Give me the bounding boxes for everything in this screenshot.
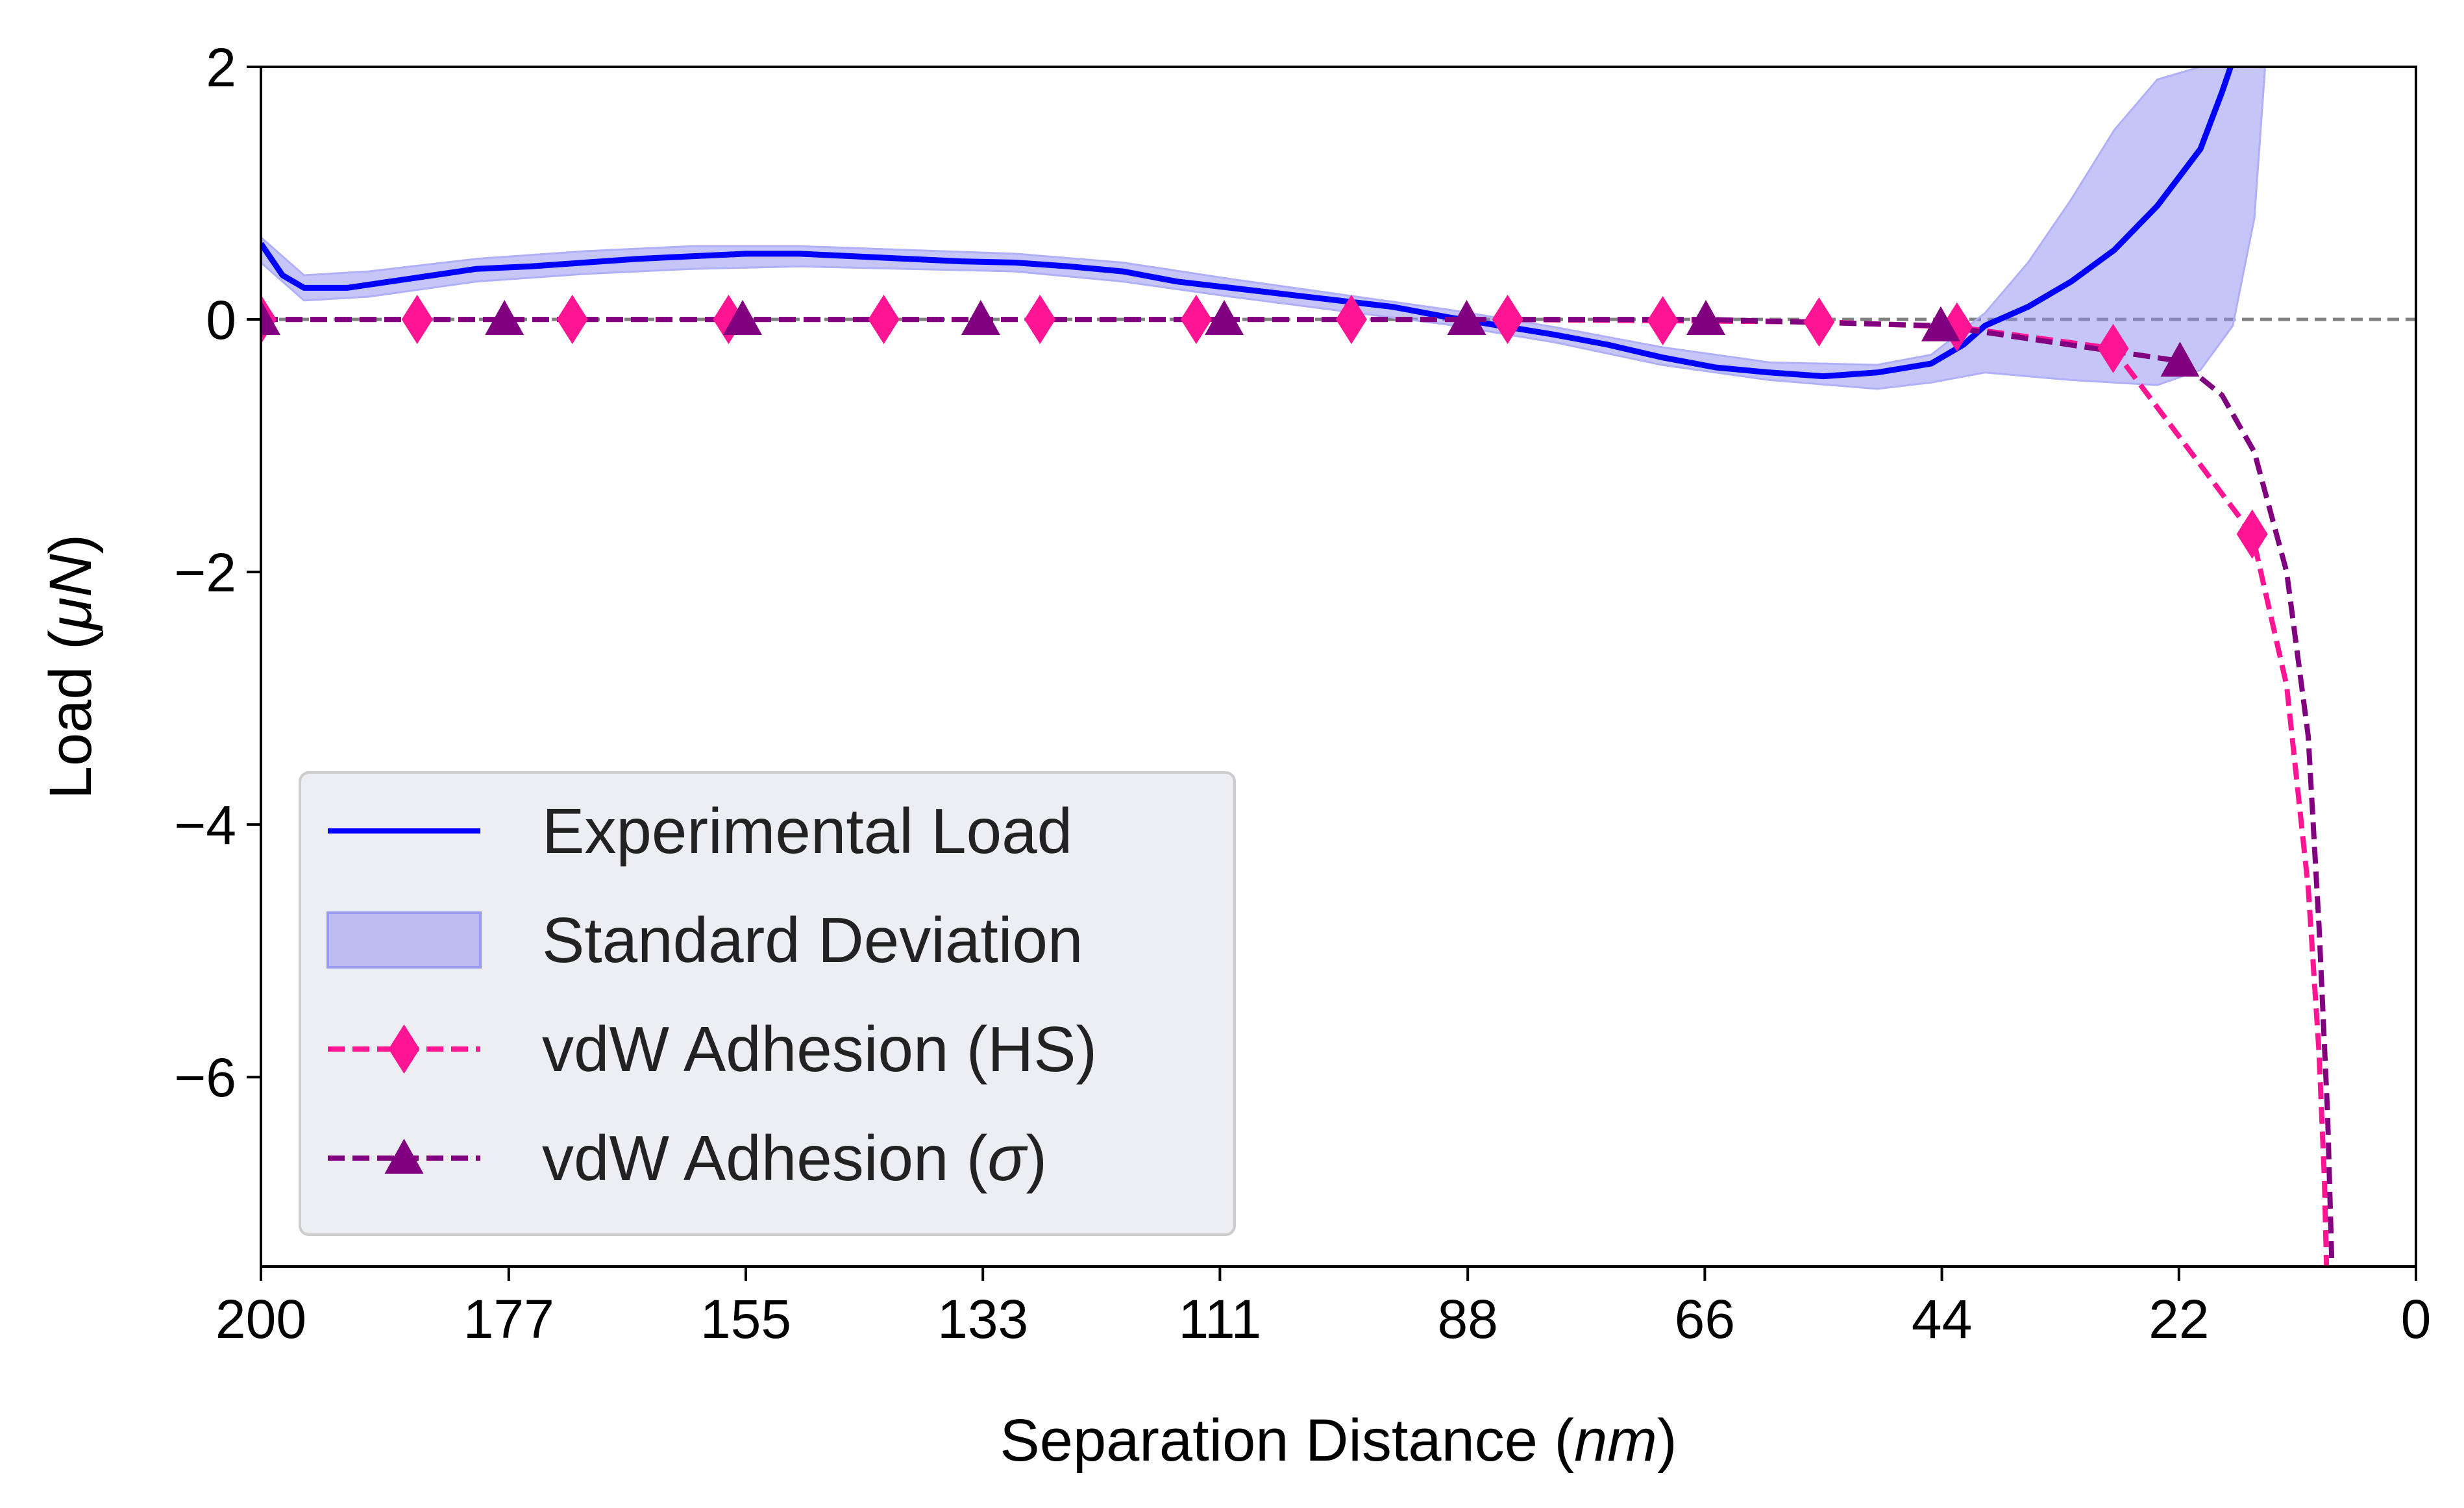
y-tick-label: −4 — [174, 795, 236, 856]
vdw-hs-marker — [1180, 295, 1212, 345]
legend-diamond-marker — [388, 1024, 420, 1074]
x-tick-label: 155 — [700, 1289, 791, 1350]
vdw-sigma-line — [261, 317, 2335, 1267]
legend-swatch-standard-deviation — [326, 911, 482, 969]
y-tick-label: 0 — [206, 290, 236, 351]
vdw-sigma-marker — [1205, 300, 1244, 336]
vdw-sigma-marker — [261, 300, 280, 336]
vdw-hs-marker — [1647, 295, 1679, 345]
vdw-hs-line — [261, 317, 2330, 1267]
y-tick-label: −6 — [174, 1047, 236, 1108]
legend-label-vdw-hs: vdW Adhesion (HS) — [542, 1013, 1097, 1085]
legend-label-standard-deviation: Standard Deviation — [542, 904, 1083, 976]
y-tick-label: −2 — [174, 542, 236, 603]
vdw-hs-marker — [2097, 323, 2129, 373]
x-axis-label: Separation Distance (nm) — [1000, 1407, 1677, 1474]
x-tick-label: 200 — [216, 1289, 306, 1350]
vdw-sigma-marker — [1447, 300, 1486, 336]
x-tick-label: 177 — [463, 1289, 554, 1350]
plot-frame — [260, 66, 2417, 1268]
vdw-sigma-marker — [1686, 300, 1726, 336]
x-tick-label: 22 — [2149, 1289, 2209, 1350]
legend-swatches — [326, 828, 482, 1174]
x-tick-label: 0 — [2401, 1289, 2432, 1350]
vdw-sigma-marker — [961, 300, 1000, 336]
legend-triangle-marker — [384, 1139, 424, 1174]
x-tick-label: 133 — [937, 1289, 1028, 1350]
legend-label-vdw-sigma: vdW Adhesion (σ) — [542, 1122, 1047, 1194]
x-tick-label: 44 — [1912, 1289, 1972, 1350]
plot-area — [261, 67, 2416, 1267]
vdw-sigma-marker — [723, 300, 763, 336]
vdw-sigma-marker — [1921, 306, 1960, 341]
experimental-load-line — [261, 67, 2234, 380]
vdw-sigma-marker — [485, 300, 524, 336]
x-tick-label: 111 — [1179, 1289, 1262, 1350]
legend-box — [299, 771, 1236, 1236]
vdw-hs-marker — [2236, 509, 2268, 559]
vdw-hs-marker — [401, 295, 433, 345]
legend: Experimental Load Standard Deviation vdW… — [299, 771, 1236, 1236]
vdw-hs-marker — [868, 295, 900, 345]
y-tick-label: 2 — [206, 37, 236, 98]
std-deviation-band — [261, 67, 2267, 390]
y-axis-label: Load (μN) — [38, 534, 104, 799]
x-tick-label: 88 — [1437, 1289, 1497, 1350]
x-tick-label: 66 — [1675, 1289, 1735, 1350]
axes: 200 177 155 133 111 88 66 44 22 0 2 0 −2 −4 −6 — [174, 37, 2431, 1350]
vdw-hs-marker — [1024, 295, 1056, 345]
vdw-sigma-marker — [2160, 341, 2200, 377]
legend-label-experimental-load: Experimental Load — [542, 795, 1072, 867]
vdw-hs-marker — [1492, 295, 1523, 345]
vdw-hs-marker — [556, 295, 588, 345]
vdw-hs-marker — [1335, 295, 1367, 345]
vdw-hs-marker — [1803, 297, 1835, 347]
